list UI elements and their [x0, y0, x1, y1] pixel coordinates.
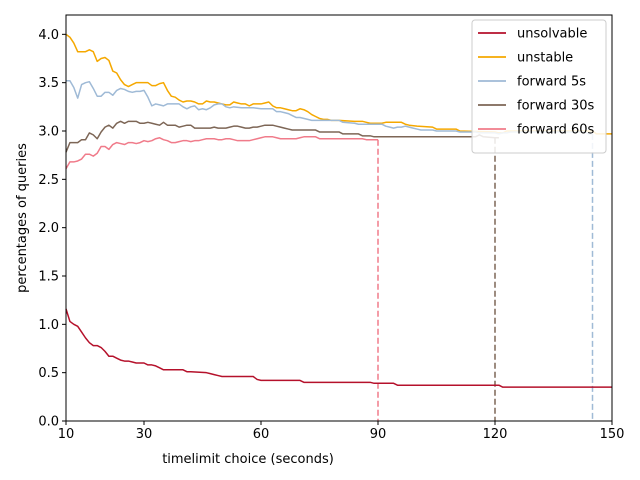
series-line-unsolvable — [65, 308, 612, 388]
y-tick-label: 2.0 — [38, 221, 59, 236]
y-tick-label: 4.0 — [38, 28, 59, 43]
x-tick-label: 60 — [253, 427, 270, 442]
series-lines — [65, 33, 612, 388]
cutoff-lines — [377, 133, 594, 421]
y-tick-label: 1.5 — [38, 270, 59, 285]
series-line-unstable — [65, 33, 612, 135]
x-tick-label: 150 — [600, 427, 625, 442]
y-tick-label: 0.5 — [38, 366, 59, 381]
y-tick-label: 1.0 — [38, 318, 59, 333]
y-tick-label: 3.0 — [38, 125, 59, 140]
legend-label: forward 5s — [517, 75, 586, 90]
legend-label: forward 30s — [517, 99, 595, 114]
series-line-forward-30s — [65, 120, 499, 153]
y-axis-ticks: 0.0 0.5 1.0 1.5 2.0 2.5 3.0 3.5 4.0 — [38, 28, 66, 430]
legend-label: unsolvable — [517, 27, 587, 42]
y-tick-label: 0.0 — [38, 415, 59, 430]
legend-label: forward 60s — [517, 123, 595, 138]
y-tick-label: 2.5 — [38, 173, 59, 188]
plot-frame — [65, 14, 613, 422]
y-axis-label: percentages of queries — [15, 143, 30, 293]
y-tick-label: 3.5 — [38, 76, 59, 91]
legend-label: unstable — [517, 51, 573, 66]
series-line-forward-60s — [65, 136, 378, 170]
legend-items: unsolvable unstable forward 5s forward 30s f… — [478, 27, 595, 138]
x-tick-label: 30 — [136, 427, 153, 442]
legend-box — [471, 19, 607, 154]
x-tick-label: 120 — [483, 427, 508, 442]
legend: unsolvable unstable forward 5s forward 30s f… — [471, 19, 607, 154]
x-tick-label: 90 — [370, 427, 387, 442]
x-axis-label: timelimit choice (seconds) — [162, 452, 334, 467]
series-line-forward-5s — [66, 79, 593, 135]
x-axis-ticks: 10 30 60 90 120 150 — [58, 421, 625, 442]
x-tick-label: 10 — [58, 427, 75, 442]
